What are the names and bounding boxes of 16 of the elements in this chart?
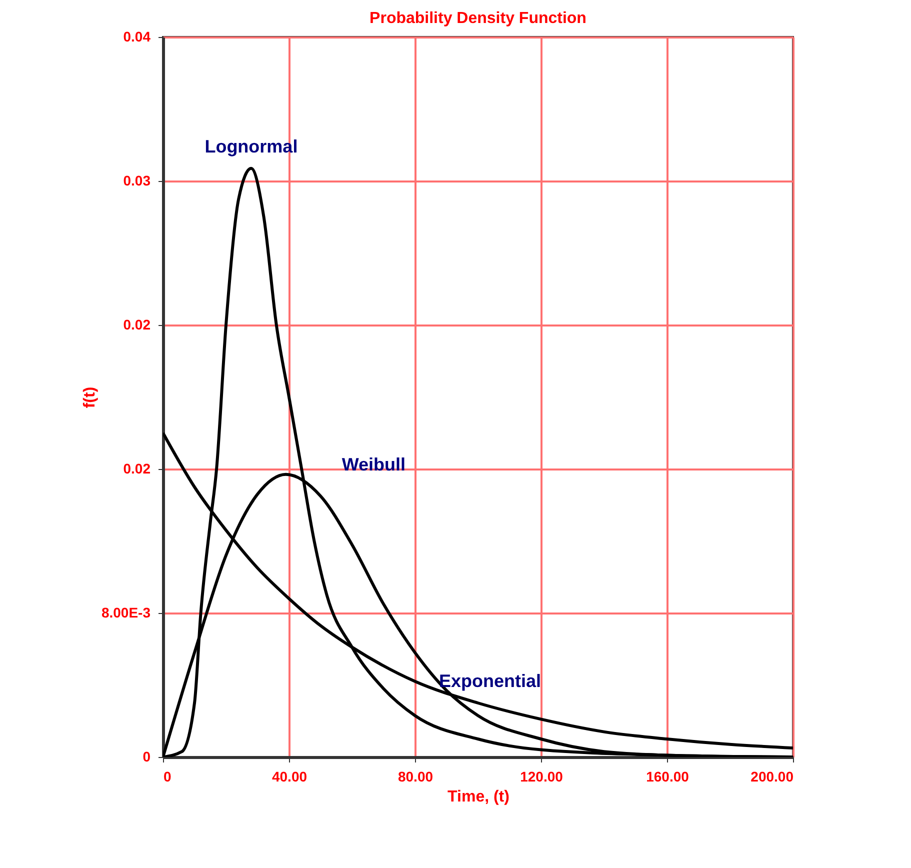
x-tick-label: 160.00	[646, 768, 690, 784]
x-axis-title: Time, (t)	[448, 788, 510, 806]
x-tick-label: 200.00	[750, 768, 794, 784]
y-tick-label: 0.02	[123, 316, 151, 332]
x-tick-label: 80.00	[398, 768, 434, 784]
chart-title: Probability Density Function	[370, 10, 586, 27]
series-label: Exponential	[438, 671, 542, 691]
y-tick-label: 8.00E-3	[101, 604, 151, 620]
y-axis-title: f(t)	[81, 386, 98, 408]
x-tick-label: 120.00	[520, 768, 564, 784]
y-tick-label: 0.03	[123, 172, 151, 188]
y-tick-label: 0.04	[123, 28, 151, 44]
y-tick-label: 0.02	[123, 460, 151, 476]
x-tick-label: 0	[164, 768, 172, 784]
y-tick-label: 0	[142, 748, 151, 764]
x-tick-label: 40.00	[272, 768, 308, 784]
